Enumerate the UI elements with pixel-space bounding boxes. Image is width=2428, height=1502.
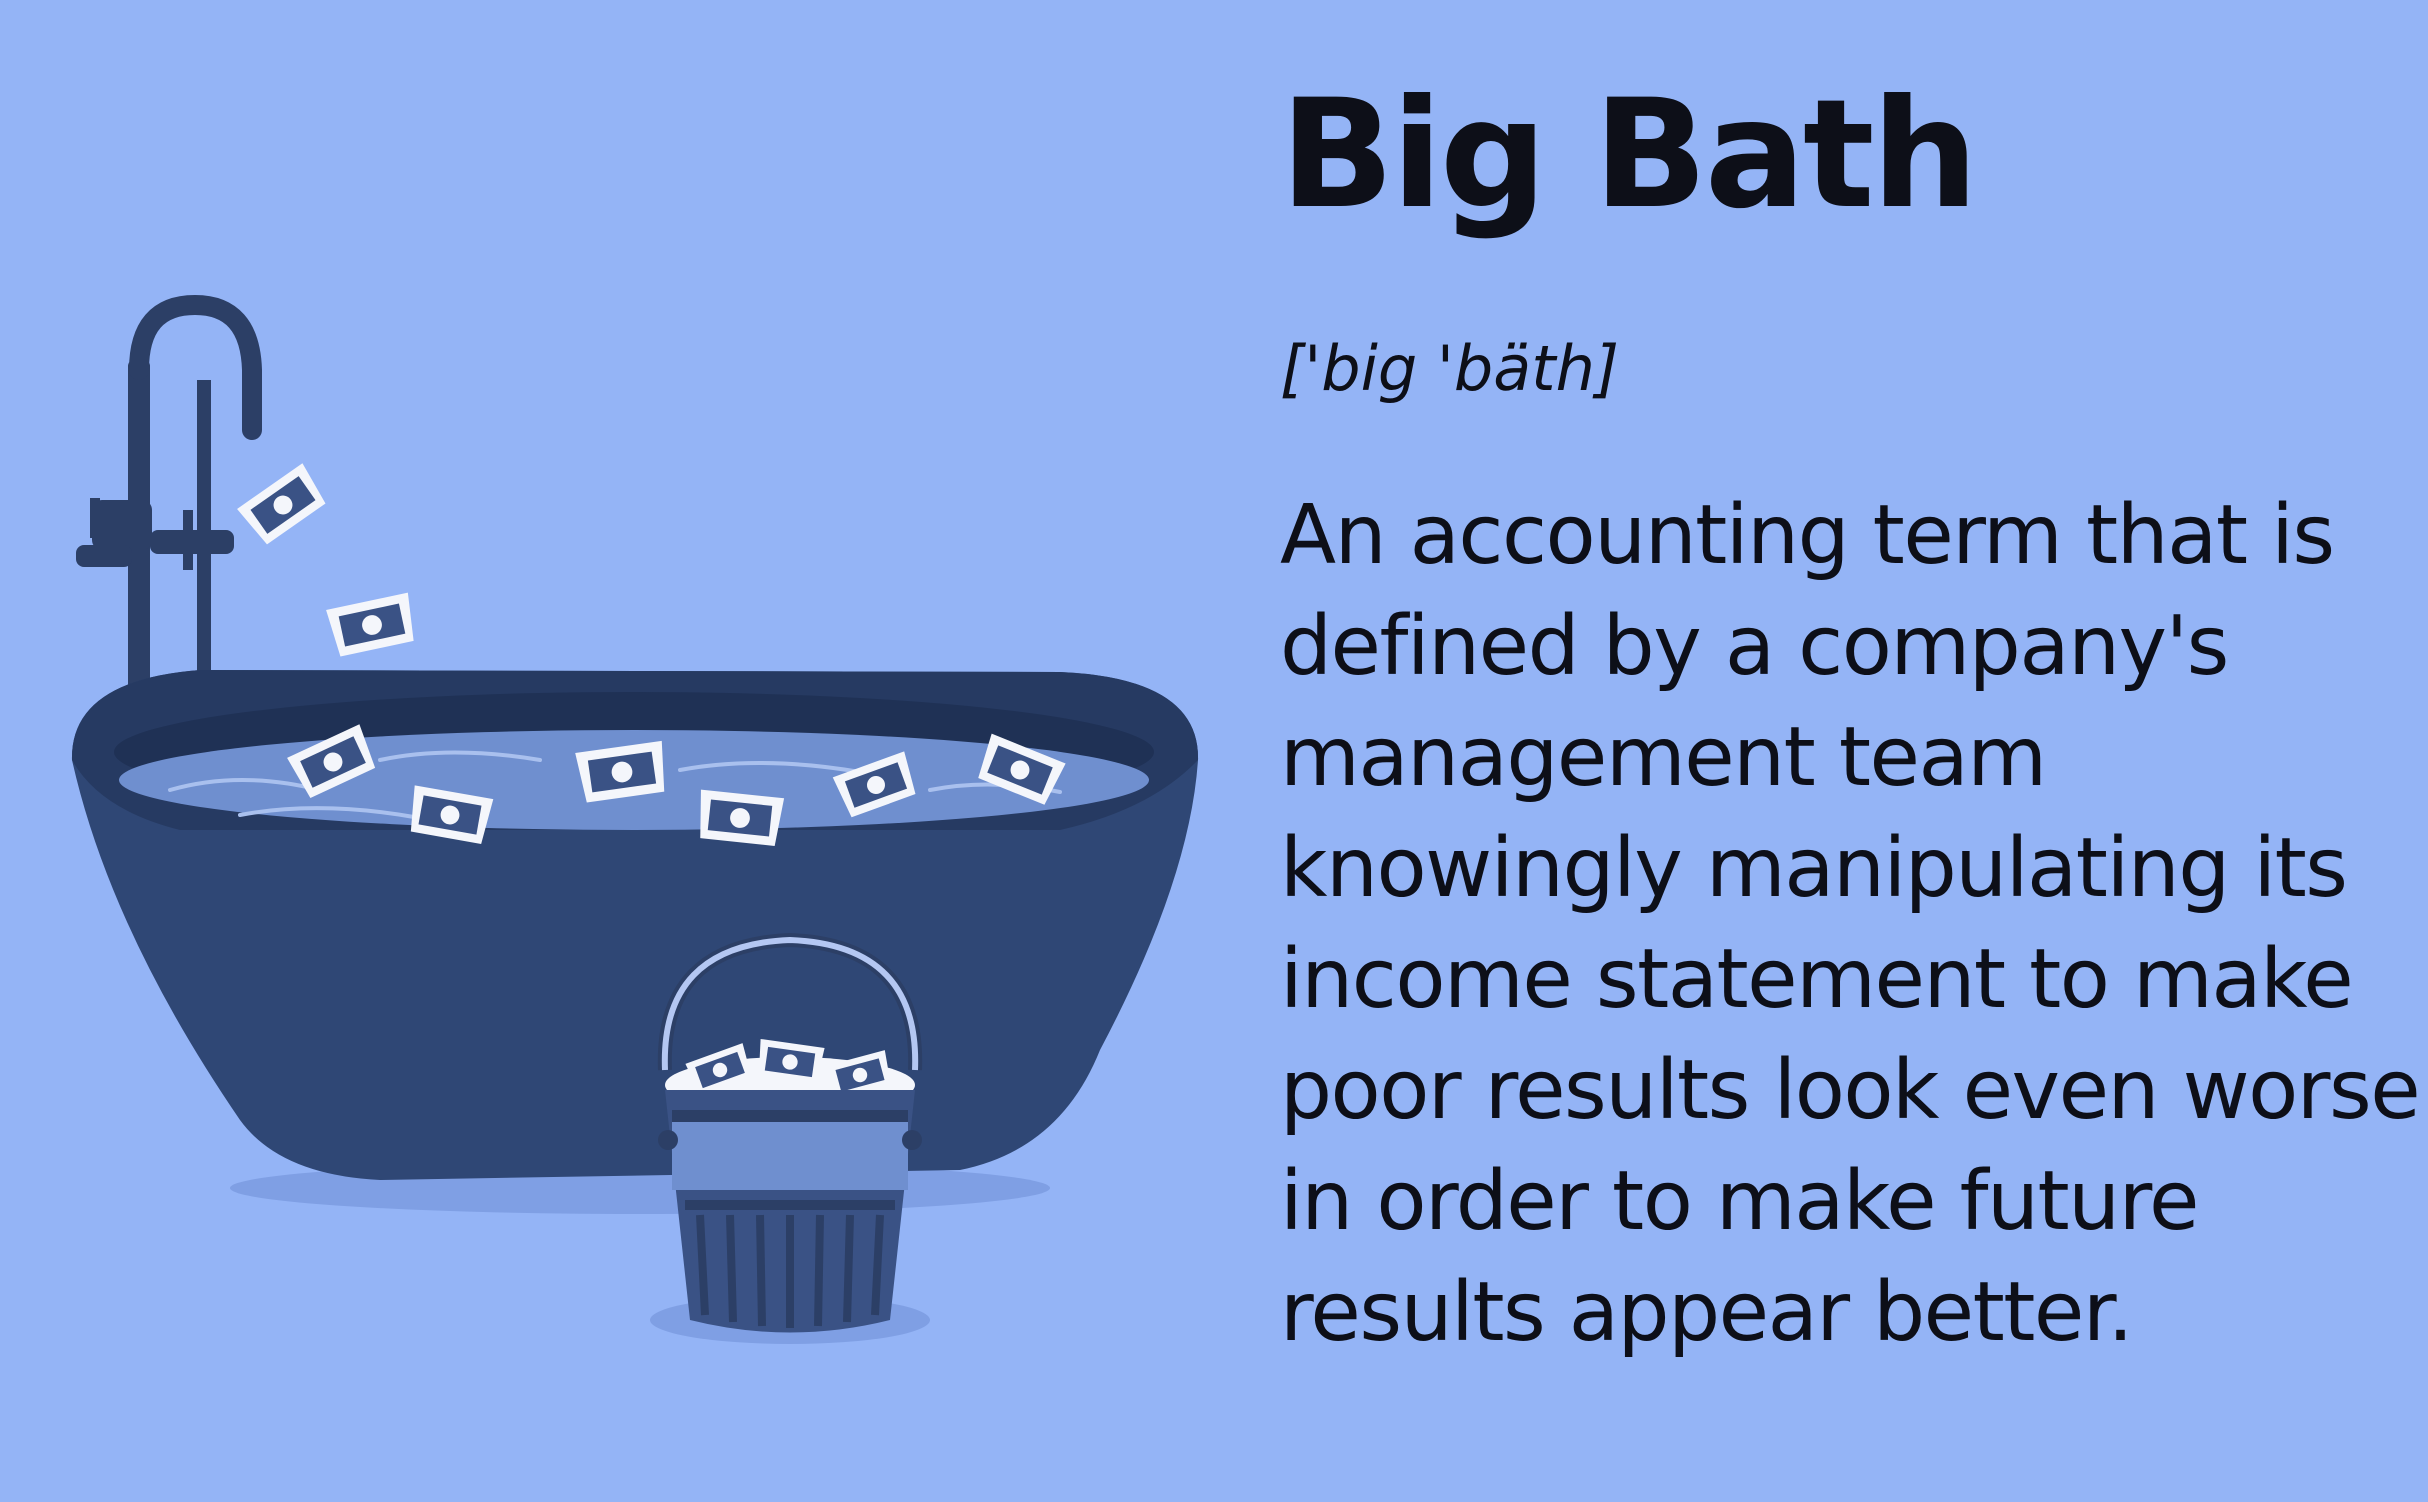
definition-line: income statement to make <box>1280 932 2354 1027</box>
definition-line: in order to make future <box>1280 1154 2199 1249</box>
definition-line: poor results look even worse <box>1280 1043 2421 1138</box>
definition-line: defined by a company's <box>1280 599 2229 694</box>
money-bill-icon <box>237 463 418 658</box>
faucet-icon <box>76 294 262 690</box>
definition-line: results appear better. <box>1280 1265 2134 1360</box>
definition-line: An accounting term that is <box>1280 488 2335 583</box>
pronunciation: ['big 'bäth] <box>1280 332 1620 405</box>
term-title: Big Bath <box>1280 68 1978 242</box>
definition-line: management team <box>1280 710 2047 805</box>
bucket-icon <box>657 932 923 1333</box>
definition-text: An accounting term that is defined by a … <box>1280 480 2421 1368</box>
bathtub-illustration <box>71 294 1199 1344</box>
definition-line: knowingly manipulating its <box>1280 821 2348 916</box>
definition-panel: Big Bath ['big 'bäth] An accounting term… <box>1280 68 2421 1368</box>
